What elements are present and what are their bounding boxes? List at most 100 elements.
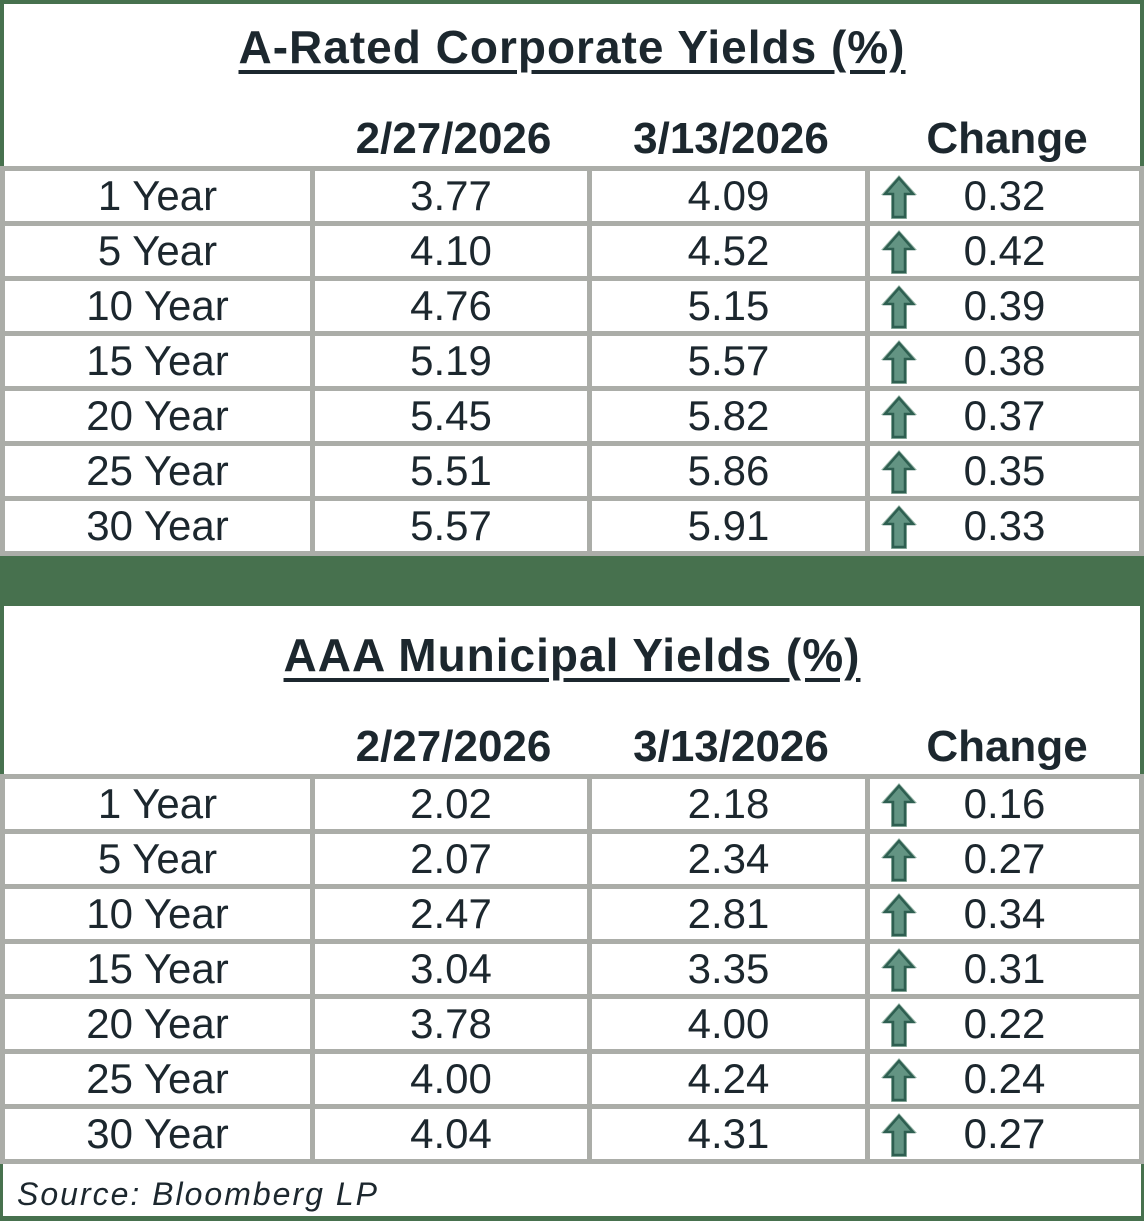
change-value: 0.24 — [963, 1055, 1046, 1102]
up-arrow-icon — [880, 284, 918, 330]
value-cell: 2.02 — [315, 779, 587, 829]
value-cell: 5.57 — [592, 336, 865, 386]
value-cell: 5.51 — [315, 446, 587, 496]
change-value: 0.33 — [963, 502, 1046, 549]
corporate-table-title: A-Rated Corporate Yields (%) — [238, 21, 906, 73]
value-cell: 4.52 — [592, 226, 865, 276]
column-header-date1: 2/27/2026 — [355, 113, 552, 163]
change-value: 0.42 — [963, 227, 1046, 274]
change-cell: 0.39 — [870, 281, 1139, 331]
value-cell: 4.04 — [315, 1109, 587, 1159]
change-value: 0.39 — [963, 282, 1046, 329]
up-arrow-icon — [880, 449, 918, 495]
value-cell: 4.00 — [315, 1054, 587, 1104]
value-cell: 5.91 — [592, 501, 865, 551]
value-cell: 4.31 — [592, 1109, 865, 1159]
column-header-change: Change — [926, 113, 1088, 163]
value-cell: 2.07 — [315, 834, 587, 884]
green-frame-right — [1140, 4, 1144, 1216]
change-cell: 0.34 — [870, 889, 1139, 939]
row-label-cell: 5 Year — [5, 834, 310, 884]
row-label-cell: 30 Year — [5, 501, 310, 551]
municipal-data-grid: 1 Year 2.02 2.18 0.16 5 Year 2.07 2.34 0… — [0, 774, 1144, 1164]
row-label-cell: 15 Year — [5, 336, 310, 386]
value-cell: 2.34 — [592, 834, 865, 884]
change-cell: 0.27 — [870, 1109, 1139, 1159]
change-cell: 0.35 — [870, 446, 1139, 496]
value-cell: 5.15 — [592, 281, 865, 331]
change-cell: 0.27 — [870, 834, 1139, 884]
change-cell: 0.22 — [870, 999, 1139, 1049]
up-arrow-icon — [880, 1112, 918, 1158]
change-value: 0.35 — [963, 447, 1046, 494]
value-cell: 2.47 — [315, 889, 587, 939]
column-header-date1: 2/27/2026 — [355, 721, 552, 771]
up-arrow-icon — [880, 782, 918, 828]
row-label-cell: 20 Year — [5, 391, 310, 441]
up-arrow-icon — [880, 947, 918, 993]
value-cell: 5.82 — [592, 391, 865, 441]
up-arrow-icon — [880, 394, 918, 440]
change-value: 0.37 — [963, 392, 1046, 439]
change-cell: 0.32 — [870, 171, 1139, 221]
row-label-cell: 10 Year — [5, 281, 310, 331]
row-label-cell: 20 Year — [5, 999, 310, 1049]
value-cell: 2.18 — [592, 779, 865, 829]
corporate-data-grid: 1 Year 3.77 4.09 0.32 5 Year 4.10 4.52 0… — [0, 166, 1144, 556]
up-arrow-icon — [880, 1057, 918, 1103]
change-cell: 0.24 — [870, 1054, 1139, 1104]
change-cell: 0.37 — [870, 391, 1139, 441]
row-label-cell: 15 Year — [5, 944, 310, 994]
value-cell: 3.04 — [315, 944, 587, 994]
value-cell: 3.78 — [315, 999, 587, 1049]
up-arrow-icon — [880, 504, 918, 550]
row-label-cell: 10 Year — [5, 889, 310, 939]
municipal-table-title: AAA Municipal Yields (%) — [283, 629, 861, 681]
value-cell: 4.10 — [315, 226, 587, 276]
value-cell: 4.09 — [592, 171, 865, 221]
row-label-cell: 30 Year — [5, 1109, 310, 1159]
change-value: 0.34 — [963, 890, 1046, 937]
row-label-cell: 25 Year — [5, 446, 310, 496]
value-cell: 5.57 — [315, 501, 587, 551]
change-value: 0.31 — [963, 945, 1046, 992]
value-cell: 4.76 — [315, 281, 587, 331]
up-arrow-icon — [880, 229, 918, 275]
value-cell: 3.77 — [315, 171, 587, 221]
column-header-date2: 3/13/2026 — [633, 113, 829, 163]
value-cell: 4.24 — [592, 1054, 865, 1104]
column-header-change: Change — [926, 721, 1088, 771]
value-cell: 4.00 — [592, 999, 865, 1049]
municipal-column-headers: 2/27/2026 3/13/2026 Change — [0, 692, 1144, 774]
source-row: Source: Bloomberg LP — [0, 1164, 1144, 1216]
green-frame-left — [0, 4, 4, 1216]
change-cell: 0.33 — [870, 501, 1139, 551]
change-value: 0.16 — [963, 780, 1046, 827]
corporate-column-headers: 2/27/2026 3/13/2026 Change — [0, 84, 1144, 166]
up-arrow-icon — [880, 837, 918, 883]
change-value: 0.27 — [963, 1110, 1046, 1157]
change-cell: 0.38 — [870, 336, 1139, 386]
green-separator-band — [0, 556, 1144, 606]
corporate-yields-section: A-Rated Corporate Yields (%) 2/27/2026 3… — [0, 4, 1144, 556]
change-value: 0.38 — [963, 337, 1046, 384]
change-value: 0.27 — [963, 835, 1046, 882]
row-label-cell: 1 Year — [5, 779, 310, 829]
value-cell: 5.86 — [592, 446, 865, 496]
up-arrow-icon — [880, 339, 918, 385]
value-cell: 5.45 — [315, 391, 587, 441]
change-cell: 0.16 — [870, 779, 1139, 829]
change-value: 0.22 — [963, 1000, 1046, 1047]
up-arrow-icon — [880, 174, 918, 220]
value-cell: 5.19 — [315, 336, 587, 386]
change-cell: 0.31 — [870, 944, 1139, 994]
change-value: 0.32 — [963, 172, 1046, 219]
source-note: Source: Bloomberg LP — [17, 1175, 379, 1212]
row-label-cell: 1 Year — [5, 171, 310, 221]
value-cell: 3.35 — [592, 944, 865, 994]
row-label-cell: 25 Year — [5, 1054, 310, 1104]
up-arrow-icon — [880, 1002, 918, 1048]
municipal-yields-section: AAA Municipal Yields (%) 2/27/2026 3/13/… — [0, 606, 1144, 1164]
column-header-date2: 3/13/2026 — [633, 721, 829, 771]
